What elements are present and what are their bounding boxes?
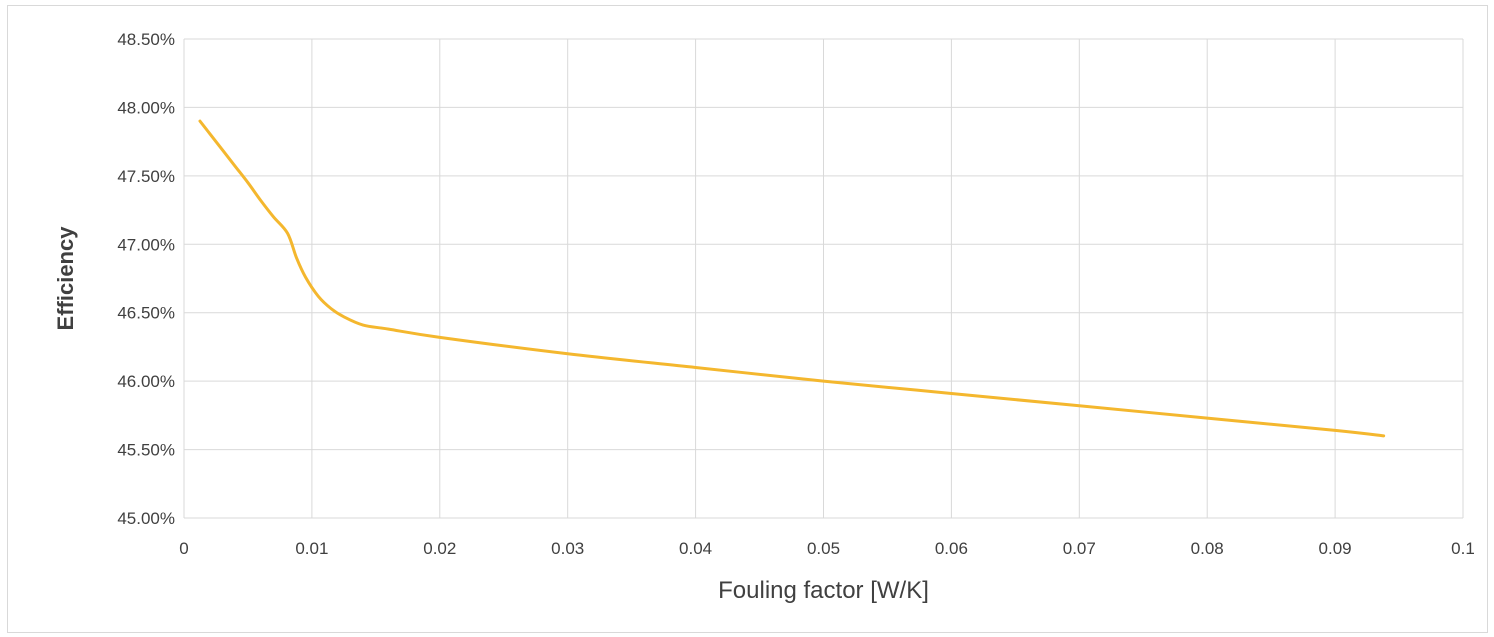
y-tick-label: 45.00% bbox=[117, 509, 175, 528]
x-tick-label: 0.05 bbox=[807, 539, 840, 558]
x-tick-label: 0.06 bbox=[935, 539, 968, 558]
y-tick-label: 48.00% bbox=[117, 98, 175, 117]
y-tick-label: 46.00% bbox=[117, 372, 175, 391]
efficiency-vs-fouling-chart: 45.00% 45.50% 46.00% 46.50% 47.00% 47.50% 48.0… bbox=[53, 30, 1475, 604]
x-axis-ticks: 0 0.01 0.02 0.03 0.04 0.05 0.06 0.07 0.08 0.09 0.1 bbox=[179, 539, 1475, 558]
efficiency-series-line bbox=[198, 119, 1386, 438]
x-tick-label: 0.03 bbox=[551, 539, 584, 558]
y-tick-label: 47.50% bbox=[117, 167, 175, 186]
y-tick-label: 48.50% bbox=[117, 30, 175, 49]
y-axis-ticks: 45.00% 45.50% 46.00% 46.50% 47.00% 47.50% 48.0… bbox=[117, 30, 175, 528]
x-tick-label: 0.09 bbox=[1319, 539, 1352, 558]
y-tick-label: 45.50% bbox=[117, 441, 175, 460]
x-tick-label: 0.01 bbox=[295, 539, 328, 558]
chart-area: 45.00% 45.50% 46.00% 46.50% 47.00% 47.50% 48.0… bbox=[7, 5, 1488, 633]
x-tick-label: 0.02 bbox=[423, 539, 456, 558]
x-tick-label: 0.1 bbox=[1451, 539, 1475, 558]
x-tick-label: 0.04 bbox=[679, 539, 712, 558]
x-tick-label: 0.08 bbox=[1191, 539, 1224, 558]
y-tick-label: 47.00% bbox=[117, 235, 175, 254]
y-axis-title: Efficiency bbox=[53, 226, 78, 331]
y-tick-label: 46.50% bbox=[117, 304, 175, 323]
x-axis-title: Fouling factor [W/K] bbox=[718, 577, 929, 604]
gridlines bbox=[183, 38, 1464, 519]
series-lines bbox=[198, 119, 1386, 438]
x-tick-label: 0 bbox=[179, 539, 188, 558]
x-tick-label: 0.07 bbox=[1063, 539, 1096, 558]
